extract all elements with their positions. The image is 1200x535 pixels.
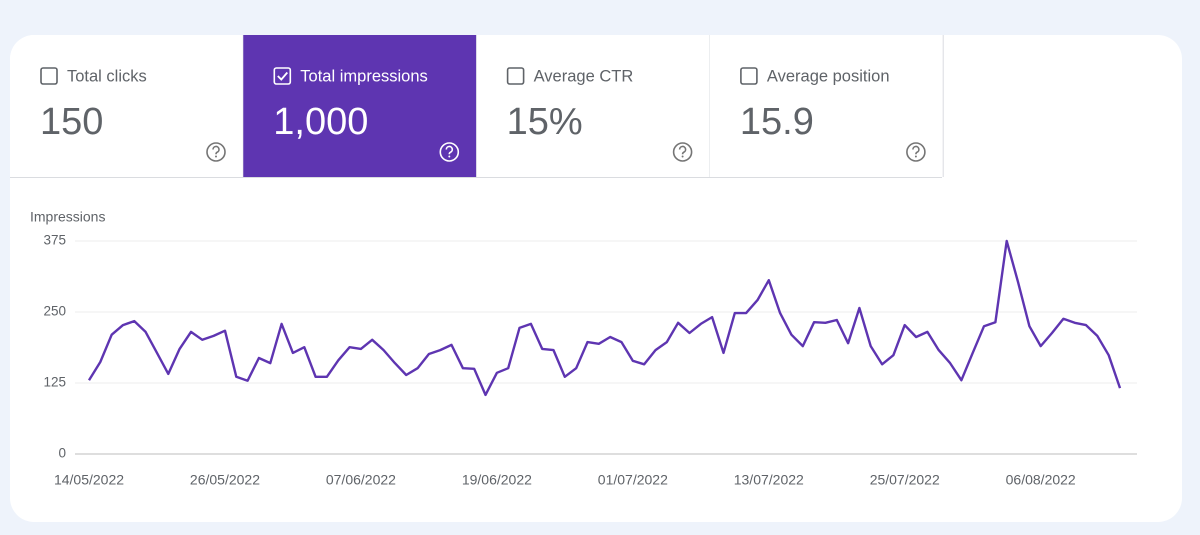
tile-background: [709, 35, 944, 177]
tile-background: [10, 35, 244, 177]
checkbox[interactable]: [506, 67, 525, 85]
help-icon[interactable]: [672, 142, 693, 162]
metric-value: 1,000: [273, 101, 368, 143]
tile-background: [476, 35, 710, 177]
x-tick-label: 19/06/2022: [462, 472, 532, 488]
metric-label: Average position: [767, 67, 890, 85]
help-icon-glyph: [445, 145, 454, 155]
help-icon-glyph: [912, 145, 920, 155]
x-tick-label: 06/08/2022: [1006, 472, 1076, 488]
y-tick-label: 250: [43, 304, 66, 319]
checkbox[interactable]: [740, 67, 758, 85]
x-tick-label: 01/07/2022: [598, 472, 668, 488]
metric-tiles: Total clicks 150 Total impressions 1,000 Ave…: [10, 35, 944, 177]
x-tick-label: 25/07/2022: [870, 472, 940, 488]
help-icon-dot: [448, 155, 451, 158]
metric-label: Total impressions: [300, 67, 427, 85]
help-icon-dot: [681, 155, 684, 158]
metric-value: 15.9: [740, 101, 814, 143]
impressions-line: [87, 239, 1122, 397]
x-tick-label: 13/07/2022: [734, 472, 804, 488]
tile-background: [243, 35, 477, 177]
x-tick-label: 14/05/2022: [54, 472, 124, 488]
metric-value: 15%: [507, 101, 583, 143]
help-icon-dot: [914, 155, 917, 158]
help-icon-glyph: [212, 145, 220, 155]
metric-value: 150: [40, 101, 103, 143]
y-tick-label: 0: [58, 446, 66, 461]
checkmark: [277, 71, 288, 81]
x-tick-label: 07/06/2022: [326, 472, 396, 488]
help-icon-dot: [215, 155, 217, 158]
help-icon[interactable]: [906, 142, 926, 162]
metric-tile[interactable]: Total clicks 150: [10, 35, 244, 177]
help-icon[interactable]: [439, 142, 460, 162]
metric-label: Total clicks: [67, 67, 147, 85]
x-tick-label: 26/05/2022: [190, 472, 260, 488]
chart: 0 125 250 375 14/05/2022 26/05/2022 07/06/2022…: [43, 233, 1137, 488]
help-icon[interactable]: [206, 142, 226, 162]
checkbox[interactable]: [273, 67, 292, 85]
y-axis-title: Impressions: [30, 209, 105, 225]
checkbox[interactable]: [40, 67, 58, 85]
metric-tile[interactable]: Total impressions 1,000: [243, 35, 478, 177]
metric-tile[interactable]: Average position 15.9: [709, 35, 944, 177]
y-tick-label: 125: [43, 375, 66, 390]
metric-label: Average CTR: [534, 67, 634, 85]
y-tick-label: 375: [43, 233, 66, 248]
metric-tile[interactable]: Average CTR 15%: [476, 35, 711, 177]
help-icon-glyph: [678, 145, 687, 155]
